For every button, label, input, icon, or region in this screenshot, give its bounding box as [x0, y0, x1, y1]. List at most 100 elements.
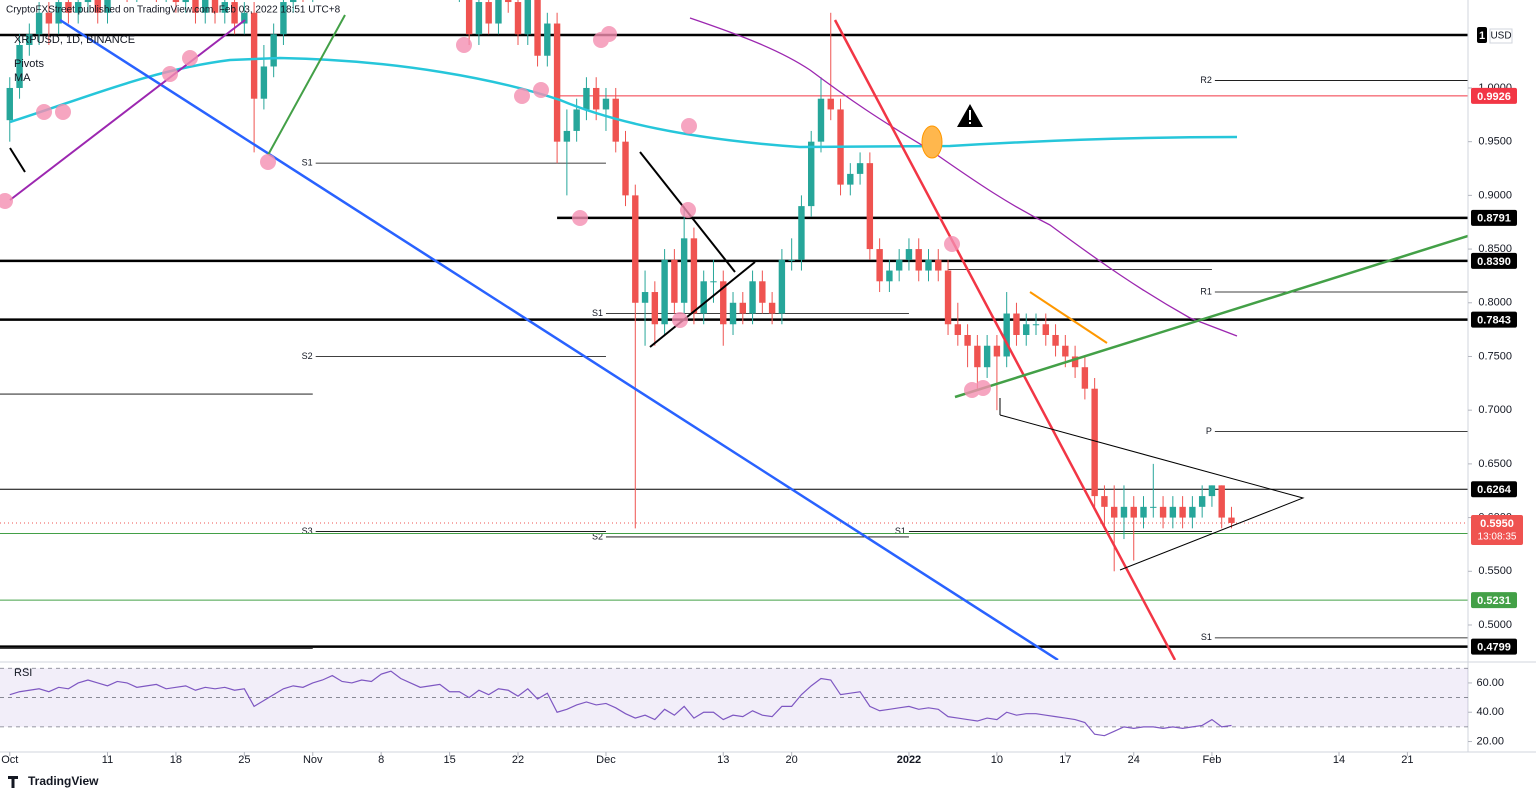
level-label-box	[1471, 252, 1517, 269]
candle-body	[925, 259, 932, 271]
legend-symbol: XRPUSD, 1D, BINANCE	[14, 34, 135, 46]
y-tick-label: 0.8000	[1478, 297, 1512, 309]
candle-body	[1130, 506, 1137, 518]
candle-body	[55, 2, 62, 24]
marker	[681, 118, 697, 134]
candle-body	[1071, 356, 1079, 368]
candle-body	[1013, 313, 1020, 335]
candle-body	[876, 249, 883, 282]
candle-body	[944, 270, 952, 325]
marker	[514, 88, 530, 104]
candle-body	[974, 345, 981, 368]
candle-body	[905, 249, 913, 260]
candle-body	[1189, 506, 1196, 518]
level-label-box	[1471, 311, 1517, 328]
candle-body	[856, 163, 864, 174]
trend-line	[1029, 291, 1108, 344]
rsi-tick-label: 20.00	[1476, 735, 1504, 747]
candle-body	[1062, 345, 1069, 357]
x-tick-label: 10	[991, 754, 1003, 766]
candle-body	[739, 302, 746, 314]
candle-body	[886, 270, 893, 282]
y-tick-label: 0.8500	[1478, 243, 1512, 255]
candle-body	[1042, 324, 1049, 335]
candle-body	[720, 281, 727, 325]
candle-body	[74, 2, 82, 13]
marker	[572, 210, 588, 226]
rsi-pane	[0, 667, 1468, 737]
candle-body	[954, 324, 962, 335]
candle-body	[1198, 496, 1206, 507]
marker	[944, 236, 960, 252]
level-label-box	[1471, 481, 1517, 498]
rsi-band	[0, 668, 1468, 727]
legend-item: MA	[14, 72, 31, 84]
y-tick-label: 0.5500	[1478, 565, 1512, 577]
candle-body	[1120, 506, 1128, 518]
pivot-label: S1	[1201, 632, 1212, 642]
candle-body	[798, 206, 805, 260]
candle-body	[983, 345, 991, 368]
candle-body	[524, 0, 531, 35]
marker	[0, 193, 13, 209]
candle-body	[1218, 485, 1225, 518]
candle-body	[260, 66, 268, 99]
currency-box	[1489, 28, 1513, 44]
candle-body	[1179, 506, 1186, 518]
candle-body	[690, 238, 698, 314]
pivot-label: S1	[302, 158, 313, 168]
candle-body	[729, 302, 737, 325]
price-pane: S1 S2 S3 S1 S2 S1 R2 R1 P S1	[0, 0, 1468, 650]
candle-body	[221, 2, 228, 13]
x-tick-label: 14	[1333, 754, 1345, 766]
candle-body	[641, 292, 649, 303]
candle-body	[182, 0, 189, 3]
candle-body	[1023, 324, 1030, 335]
countdown: 13:08:35	[1478, 532, 1517, 543]
candle-body	[104, 0, 111, 13]
level-label: 0.4799	[1477, 641, 1511, 653]
level-label: 0.9926	[1477, 91, 1511, 103]
y-tick-label: 0.9500	[1478, 136, 1512, 148]
marker	[182, 50, 198, 66]
candle-body	[1091, 388, 1098, 497]
candle-body	[768, 302, 776, 314]
candle-body	[505, 0, 512, 3]
pivot-label: S2	[302, 351, 313, 361]
warning-mark	[969, 110, 971, 120]
candle-body	[1159, 506, 1167, 518]
trend-line	[9, 19, 246, 201]
level-label: 0.5231	[1477, 595, 1511, 607]
candle-body	[993, 345, 1001, 357]
x-tick-label: Nov	[303, 754, 323, 766]
level-label-box	[1471, 592, 1517, 609]
x-tick-label: 22	[512, 754, 524, 766]
candle-body	[84, 0, 92, 3]
candle-body	[534, 0, 541, 56]
candle-body	[1052, 334, 1059, 346]
rsi-title: RSI	[14, 667, 32, 679]
triangle-pattern	[999, 414, 1305, 571]
pivot-label: P	[1206, 426, 1212, 436]
candle-body	[749, 281, 756, 314]
y-tick-label: 0.5000	[1478, 619, 1512, 631]
x-tick-label: 17	[1059, 754, 1071, 766]
candle-body	[935, 259, 942, 271]
x-tick-label: 24	[1128, 754, 1140, 766]
candle-body	[290, 0, 297, 3]
y-tick-label: 0.7000	[1478, 404, 1512, 416]
x-tick-label: 2022	[897, 754, 921, 766]
markers	[0, 26, 991, 398]
candle-body	[1150, 506, 1157, 508]
candle-body	[612, 98, 619, 142]
candle-body	[241, 12, 248, 24]
level-label: 0.6264	[1477, 484, 1512, 496]
candle-body	[211, 0, 219, 13]
candle-body	[495, 0, 502, 24]
candle-body	[202, 0, 209, 13]
candle-body	[250, 12, 258, 99]
x-tick-label: 15	[443, 754, 455, 766]
x-tick-label: Feb	[1202, 754, 1221, 766]
